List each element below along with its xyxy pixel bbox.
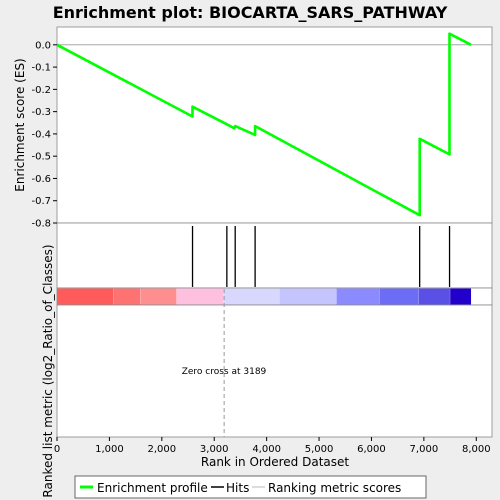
- x-tick-label: 1,000: [95, 444, 124, 455]
- es-y-tick-label: -0.5: [31, 152, 51, 163]
- ranking-segment: [336, 288, 380, 305]
- x-tick-label: 4,000: [252, 444, 281, 455]
- enrichment-profile-line: [56, 32, 472, 217]
- ranking-segment: [140, 288, 177, 305]
- metric-panel: [56, 304, 493, 438]
- legend: Enrichment profile Hits Ranking metric s…: [74, 475, 427, 499]
- es-y-axis-label: Enrichment score (ES): [13, 58, 27, 191]
- hits-panel: [56, 222, 493, 289]
- x-tick-label: 7,000: [410, 444, 439, 455]
- ranking-segment: [379, 288, 419, 305]
- ranking-segment: [450, 288, 472, 305]
- legend-label-enrichment-profile: Enrichment profile: [97, 481, 208, 495]
- zero-cross-annotation: Zero cross at 3189: [182, 367, 267, 377]
- enrichment-profile-series: [56, 32, 472, 217]
- metric-y-axis-label: Ranked list metric (log2_Ratio_of_Classe…: [41, 244, 55, 497]
- es-y-tick-label: -0.1: [31, 63, 51, 74]
- legend-label-ranking: Ranking metric scores: [268, 481, 401, 495]
- es-y-tick-label: -0.2: [31, 85, 51, 96]
- x-ticks: 0 1,000 2,000 3,000 4,000 5,000 6,000 7,000 8,00…: [54, 437, 491, 455]
- x-axis-label: Rank in Ordered Dataset: [201, 455, 349, 469]
- es-y-tick-label: -0.8: [31, 219, 51, 230]
- legend-box: [74, 475, 427, 499]
- ranking-segment: [279, 288, 337, 305]
- x-tick-label: 5,000: [305, 444, 334, 455]
- x-tick-label: 3,000: [200, 444, 229, 455]
- ranking-segment: [57, 288, 114, 305]
- x-tick-label: 2,000: [147, 444, 176, 455]
- ranking-segment: [418, 288, 451, 305]
- hit-marks: [191, 226, 451, 287]
- es-y-tick-label: -0.4: [31, 129, 51, 140]
- ranking-metric-bar: [57, 288, 472, 305]
- es-y-tick-label: -0.3: [31, 107, 51, 118]
- es-panel: [56, 26, 493, 224]
- chart-title: Enrichment plot: BIOCARTA_SARS_PATHWAY: [53, 3, 448, 22]
- es-y-tick-label: -0.7: [31, 196, 51, 207]
- es-y-ticks: 0.0 -0.1 -0.2 -0.3 -0.4 -0.5 -0.6 -0.7 -0.8: [31, 40, 57, 230]
- legend-label-hits: Hits: [226, 481, 249, 495]
- x-tick-label: 6,000: [357, 444, 386, 455]
- ranking-segment: [223, 288, 280, 305]
- es-y-tick-label: 0.0: [35, 40, 51, 51]
- x-tick-label: 8,000: [462, 444, 491, 455]
- ranking-segment: [176, 288, 224, 305]
- es-y-tick-label: -0.6: [31, 174, 51, 185]
- x-tick-label: 0: [54, 444, 60, 455]
- ranking-segment: [113, 288, 141, 305]
